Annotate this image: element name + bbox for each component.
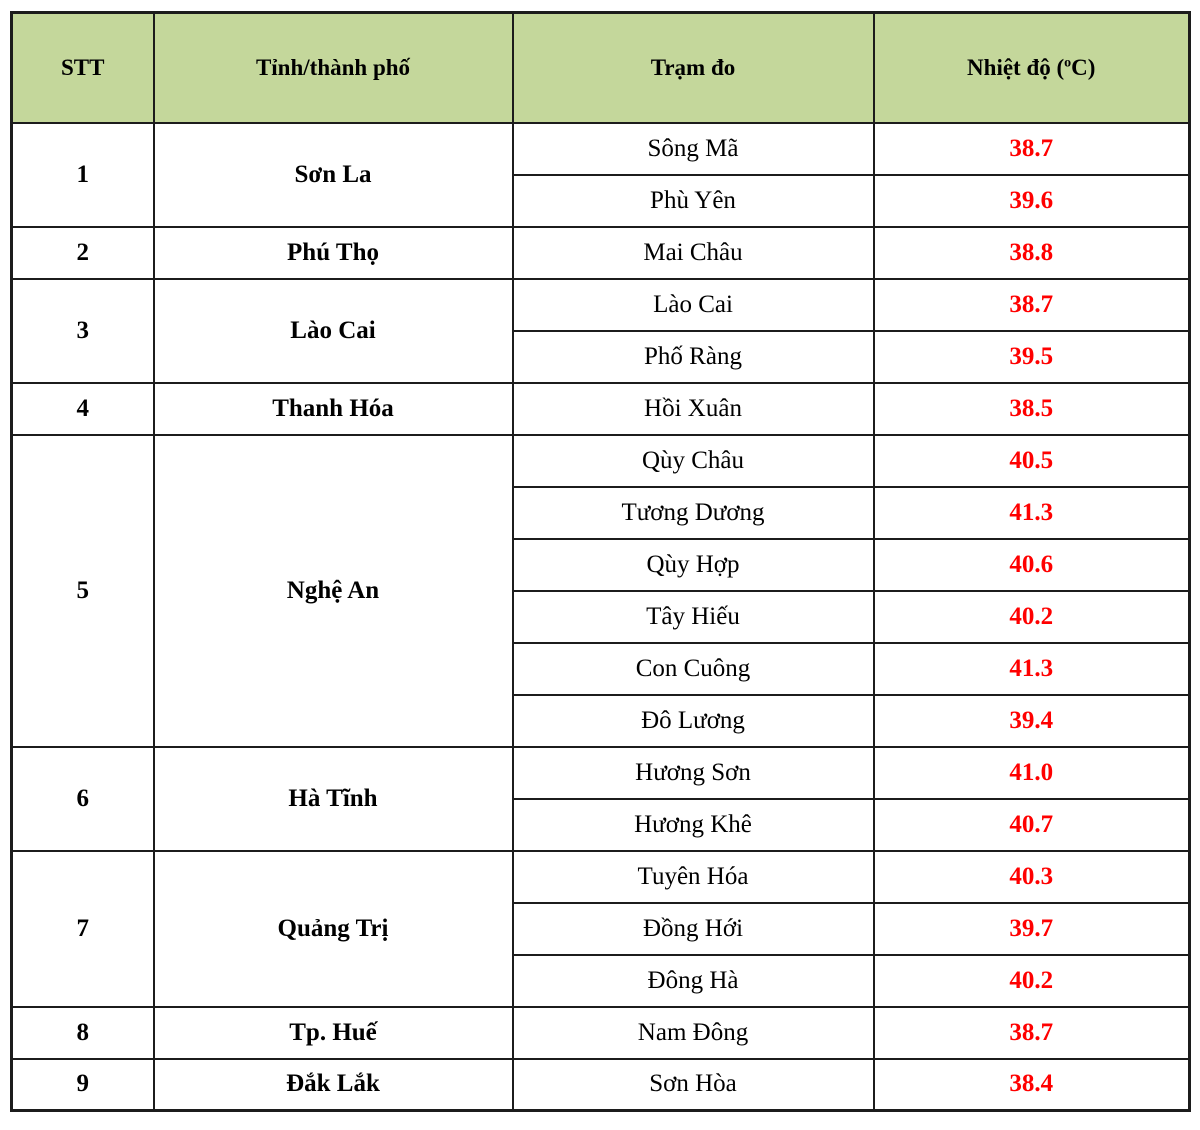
temp-cell: 39.5 (872, 329, 1191, 384)
table-row: Đông Hà 40.2 (12, 953, 1191, 1008)
temp-cell: 41.3 (872, 485, 1191, 540)
table-row: Qùy Hợp 40.6 (12, 537, 1191, 592)
temp-cell: 39.4 (872, 693, 1191, 748)
temp-cell: 38.4 (872, 1057, 1191, 1112)
province-cell: Đắk Lắk (152, 1057, 514, 1112)
col-header-province: Tỉnh/thành phố (152, 11, 514, 124)
station-cell: Sông Mã (511, 121, 875, 176)
table-row: Con Cuông 41.3 (12, 641, 1191, 696)
temp-cell: 40.2 (872, 953, 1191, 1008)
temp-cell: 38.7 (872, 121, 1191, 176)
station-cell: Tây Hiếu (511, 589, 875, 644)
table-row: 3 Lào Cai Lào Cai 38.7 (10, 277, 1191, 384)
temp-cell: 41.3 (872, 641, 1191, 696)
temp-cell: 40.7 (872, 797, 1191, 852)
province-cell: Quảng Trị (152, 849, 514, 1008)
station-cell: Nam Đông (511, 1005, 875, 1060)
table-row: Tương Dương 41.3 (12, 485, 1191, 540)
col-header-station: Trạm đo (511, 11, 875, 124)
stt-cell: 7 (10, 849, 155, 1008)
col-header-stt: STT (10, 11, 155, 124)
table-row: 2 Phú Thọ Mai Châu 38.8 (10, 225, 1191, 280)
stt-cell: 8 (10, 1005, 155, 1060)
station-cell: Phù Yên (511, 173, 875, 228)
temp-cell: 38.7 (872, 1005, 1191, 1060)
table-row: 8 Tp. Huế Nam Đông 38.7 (10, 1005, 1191, 1060)
stt-cell: 6 (10, 745, 155, 852)
station-cell: Đông Hà (511, 953, 875, 1008)
province-cell: Nghệ An (152, 433, 514, 748)
province-cell: Hà Tĩnh (152, 745, 514, 852)
station-cell: Con Cuông (511, 641, 875, 696)
temp-cell: 38.5 (872, 381, 1191, 436)
station-cell: Tương Dương (511, 485, 875, 540)
station-cell: Tuyên Hóa (511, 849, 875, 904)
station-cell: Lào Cai (511, 277, 875, 332)
table-row: Tây Hiếu 40.2 (12, 589, 1191, 644)
station-cell: Hồi Xuân (511, 381, 875, 436)
temp-cell: 41.0 (872, 745, 1191, 800)
stt-cell: 9 (10, 1057, 155, 1112)
header-row: STT Tỉnh/thành phố Trạm đo Nhiệt độ (oC) (10, 11, 1191, 124)
stt-cell: 2 (10, 225, 155, 280)
temp-cell: 40.6 (872, 537, 1191, 592)
station-cell: Đồng Hới (511, 901, 875, 956)
station-cell: Hương Sơn (511, 745, 875, 800)
temp-cell: 38.7 (872, 277, 1191, 332)
table-row: 5 Nghệ An Qùy Châu 40.5 (10, 433, 1191, 748)
station-cell: Đô Lương (511, 693, 875, 748)
stt-cell: 1 (10, 121, 155, 228)
col-header-temperature: Nhiệt độ (oC) (872, 11, 1191, 124)
station-cell: Qùy Hợp (511, 537, 875, 592)
temp-header-prefix: Nhiệt độ ( (967, 54, 1065, 80)
province-cell: Tp. Huế (152, 1005, 514, 1060)
table-row: 9 Đắk Lắk Sơn Hòa 38.4 (10, 1057, 1191, 1112)
temp-cell: 39.6 (872, 173, 1191, 228)
table-row: 7 Quảng Trị Tuyên Hóa 40.3 (10, 849, 1191, 1008)
station-cell: Hương Khê (511, 797, 875, 852)
table-row: Đồng Hới 39.7 (12, 901, 1191, 956)
table-row: Phố Ràng 39.5 (12, 329, 1191, 384)
province-cell: Thanh Hóa (152, 381, 514, 436)
station-cell: Phố Ràng (511, 329, 875, 384)
temp-header-suffix: C) (1071, 54, 1096, 80)
province-cell: Sơn La (152, 121, 514, 228)
temp-cell: 40.5 (872, 433, 1191, 488)
stt-cell: 3 (10, 277, 155, 384)
table-row: Hương Khê 40.7 (12, 797, 1191, 852)
station-cell: Qùy Châu (511, 433, 875, 488)
stt-cell: 4 (10, 381, 155, 436)
stt-cell: 5 (10, 433, 155, 748)
temp-cell: 38.8 (872, 225, 1191, 280)
table-row: Phù Yên 39.6 (12, 173, 1191, 228)
temp-cell: 40.3 (872, 849, 1191, 904)
temp-cell: 39.7 (872, 901, 1191, 956)
table-row: 1 Sơn La Sông Mã 38.7 (10, 121, 1191, 228)
province-cell: Lào Cai (152, 277, 514, 384)
table-row: Đô Lương 39.4 (12, 693, 1191, 748)
station-cell: Sơn Hòa (511, 1057, 875, 1112)
province-cell: Phú Thọ (152, 225, 514, 280)
temperature-table: STT Tỉnh/thành phố Trạm đo Nhiệt độ (oC)… (10, 11, 1191, 1112)
station-cell: Mai Châu (511, 225, 875, 280)
table-row: 4 Thanh Hóa Hồi Xuân 38.5 (10, 381, 1191, 436)
table-row: 6 Hà Tĩnh Hương Sơn 41.0 (10, 745, 1191, 852)
degree-superscript: o (1064, 55, 1072, 71)
temp-cell: 40.2 (872, 589, 1191, 644)
